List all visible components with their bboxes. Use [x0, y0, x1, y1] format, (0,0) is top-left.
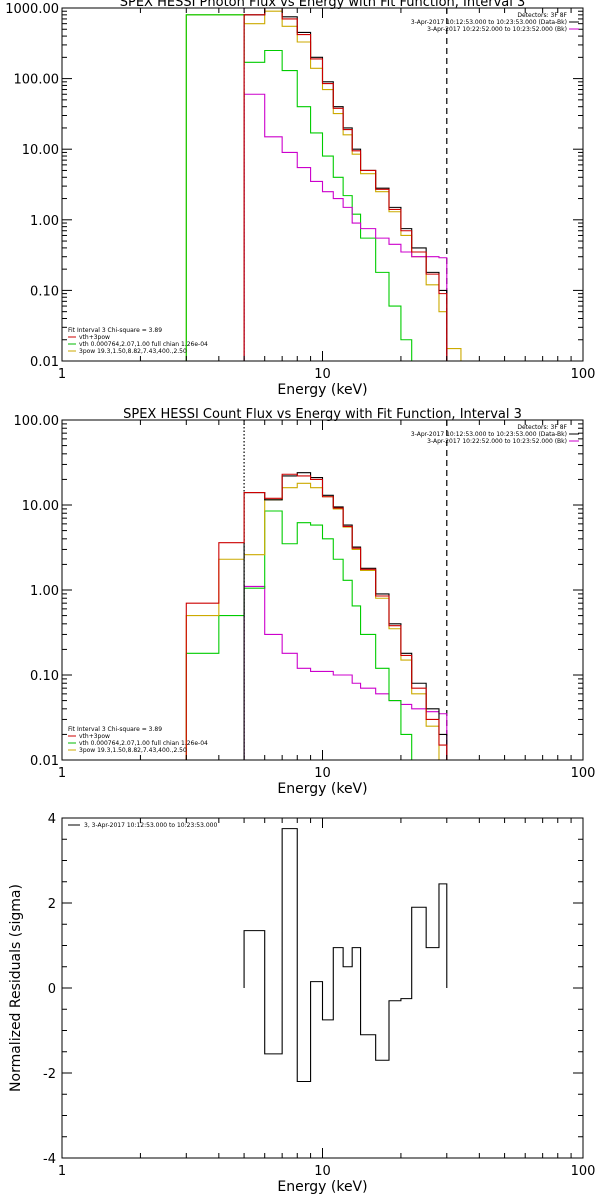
- y-tick-label: -4: [43, 1152, 56, 1167]
- legend-entry: vth 0.000764,2.07,1.00 full chian 1.26e-…: [79, 740, 208, 747]
- series-line-3: [243, 472, 448, 760]
- photon-flux-panel: SPEX HESSI Photon Flux vs Energy with Fi…: [5, 0, 595, 398]
- x-tick-label: 10: [314, 1164, 331, 1179]
- series-line-0: [243, 828, 448, 1083]
- legend-entry: vth+3pow: [79, 733, 110, 740]
- y-axis-label: Normalized Residuals (sigma): [8, 884, 24, 1092]
- y-tick-label: 1.00: [30, 584, 59, 599]
- series-line-1: [185, 510, 447, 760]
- residuals-panel: 1 10 100 Energy (keV) -4 -2 0 2 4 Normalized Resi…: [8, 812, 595, 1195]
- x-tick-label: 10: [314, 367, 331, 382]
- x-axis-label: Energy (keV): [277, 382, 367, 398]
- legend-entry: vth+3pow: [79, 334, 110, 341]
- series-line-2: [243, 93, 448, 361]
- y-tick-label: 2: [48, 897, 56, 912]
- y-tick-label: 10.00: [22, 499, 59, 514]
- x-tick-label: 1: [58, 766, 66, 781]
- y-tick-label: 4: [48, 812, 56, 827]
- y-tick-label: 10.00: [22, 143, 59, 158]
- legend-entry: 3pow 19.3,1.50,8.82,7.43,400.,2.50: [79, 348, 187, 355]
- chart-title: SPEX HESSI Photon Flux vs Energy with Fi…: [120, 0, 526, 10]
- y-tick-label: 100.00: [14, 73, 60, 88]
- y-tick-label: 0.01: [30, 754, 59, 769]
- x-tick-label: 1: [58, 1164, 66, 1179]
- x-axis-label: Energy (keV): [277, 781, 367, 797]
- legend-entry: 3-Apr-2017 10:22:52.000 to 10:23:52.000 …: [427, 26, 567, 33]
- chart-title: SPEX HESSI Count Flux vs Energy with Fit…: [123, 407, 522, 422]
- series-line-0: [185, 10, 462, 361]
- y-tick-label: 0.10: [30, 669, 59, 684]
- legend-entry: Detectors: 3F 8F: [517, 12, 567, 19]
- series-line-4: [185, 473, 448, 760]
- legend-entry: Fit Interval 3 Chi-square = 3.89: [68, 327, 162, 334]
- series-line-3: [243, 8, 448, 361]
- x-tick-label: 100: [571, 367, 596, 382]
- y-tick-label: -2: [43, 1067, 56, 1082]
- legend-entry: Detectors: 3F 8F: [517, 424, 567, 431]
- y-tick-label: 100.00: [14, 414, 60, 429]
- plot-frame: [61, 419, 584, 761]
- legend-entry: 3-Apr-2017 10:22:52.000 to 10:23:52.000 …: [427, 438, 567, 445]
- y-tick-label: 0.10: [30, 284, 59, 299]
- x-axis-label: Energy (keV): [277, 1179, 367, 1195]
- legend-entry: vth 0.000764,2.07,1.00 full chian 1.26e-…: [79, 341, 208, 348]
- x-tick-label: 10: [314, 766, 331, 781]
- legend-entry: 3-Apr-2017 10:12:53.000 to 10:23:53.000 …: [411, 19, 567, 26]
- x-tick-label: 100: [571, 766, 596, 781]
- series-line-1: [185, 14, 461, 361]
- legend-entry: 3, 3-Apr-2017 10:12:53.000 to 10:23:53.0…: [84, 822, 217, 829]
- y-tick-label: 1.00: [30, 214, 59, 229]
- y-tick-label: 1000.00: [5, 2, 59, 17]
- x-tick-label: 100: [571, 1164, 596, 1179]
- x-tick-label: 1: [58, 367, 66, 382]
- series-line-4: [243, 8, 448, 361]
- legend-entry: Fit Interval 3 Chi-square = 3.89: [68, 726, 162, 733]
- legend-entry: 3pow 19.3,1.50,8.82,7.43,400.,2.50: [79, 747, 187, 754]
- series-line-0: [243, 585, 448, 760]
- y-tick-label: 0.01: [30, 355, 59, 370]
- legend-entry: 3-Apr-2017 10:12:53.000 to 10:23:53.000 …: [411, 431, 567, 438]
- y-tick-label: 0: [48, 982, 56, 997]
- count-flux-panel: SPEX HESSI Count Flux vs Energy with Fit…: [14, 407, 596, 797]
